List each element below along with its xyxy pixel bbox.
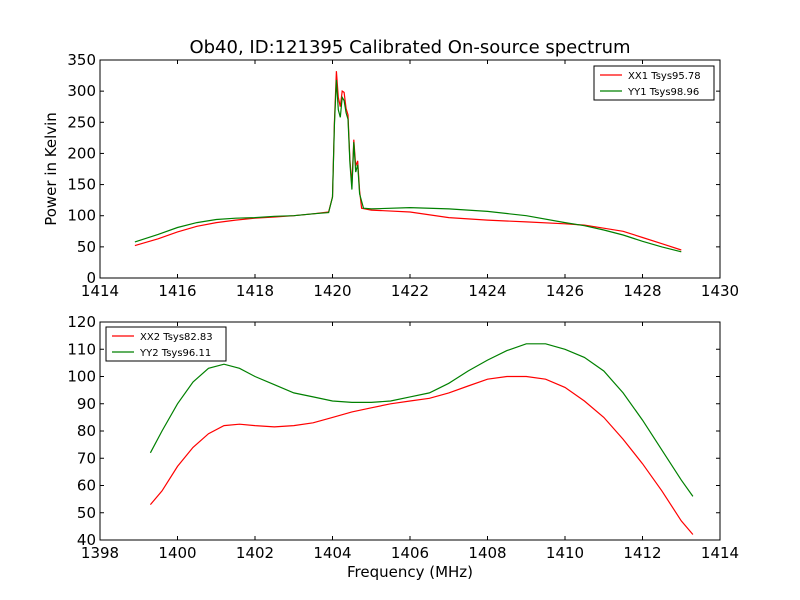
bottom-y-tick-label: 80 — [77, 422, 96, 440]
top-x-tick-label: 1414 — [81, 282, 119, 300]
bottom-panel: Frequency (MHz) 1398 1400 1402 1404 1406 1408… — [67, 313, 739, 581]
bottom-y-tick-label: 70 — [77, 449, 96, 467]
bottom-x-tick-label: 1414 — [701, 544, 739, 562]
top-panel: Power in Kelvin 1414 1416 1418 1420 1422 1424… — [42, 51, 739, 300]
top-x-tick-label: 1422 — [391, 282, 429, 300]
bottom-legend-label-2: YY2 Tsys96.11 — [139, 348, 211, 359]
top-x-tick-label: 1424 — [468, 282, 506, 300]
bottom-series-line-1 — [149, 375, 694, 535]
bottom-y-tick-label: 50 — [77, 504, 96, 522]
bottom-x-tick-label: 1412 — [623, 544, 661, 562]
bottom-legend-label-1: XX2 Tsys82.83 — [140, 332, 213, 343]
top-y-tick-label: 100 — [67, 207, 96, 225]
top-legend-label-1: XX1 Tsys95.78 — [628, 71, 701, 82]
top-y-tick-label: 50 — [77, 238, 96, 256]
bottom-series-line-2 — [149, 343, 694, 497]
bottom-x-tick-label: 1398 — [81, 544, 119, 562]
bottom-y-tick-label: 40 — [77, 531, 96, 549]
bottom-y-tick-label: 110 — [67, 340, 96, 358]
top-series-line-1 — [134, 71, 682, 251]
top-y-tick-label: 350 — [67, 51, 96, 69]
bottom-y-tick-label: 90 — [77, 395, 96, 413]
bottom-y-tick-label: 100 — [67, 368, 96, 386]
bottom-x-axis-label: Frequency (MHz) — [347, 563, 473, 581]
top-y-axis-label: Power in Kelvin — [42, 112, 60, 226]
top-x-tick-label: 1430 — [701, 282, 739, 300]
bottom-legend: XX2 Tsys82.83 YY2 Tsys96.11 — [105, 326, 227, 362]
bottom-x-tick-label: 1410 — [546, 544, 584, 562]
bottom-x-tick-label: 1408 — [468, 544, 506, 562]
top-x-tick-label: 1418 — [236, 282, 274, 300]
top-y-tick-label: 200 — [67, 144, 96, 162]
top-legend-label-2: YY1 Tsys98.96 — [627, 87, 699, 98]
top-y-tick-label: 150 — [67, 176, 96, 194]
bottom-legend-box — [105, 326, 227, 362]
bottom-y-tick-label: 60 — [77, 477, 96, 495]
top-y-tick-label: 250 — [67, 113, 96, 131]
top-legend-box — [593, 65, 715, 101]
bottom-x-tick-label: 1402 — [236, 544, 274, 562]
top-x-tick-label: 1426 — [546, 282, 584, 300]
bottom-y-tick-label: 120 — [67, 313, 96, 331]
bottom-x-tick-label: 1404 — [313, 544, 351, 562]
top-x-tick-label: 1428 — [623, 282, 661, 300]
chart-title: Ob40, ID:121395 Calibrated On-source spe… — [189, 37, 630, 58]
top-x-tick-label: 1416 — [158, 282, 196, 300]
bottom-x-tick-label: 1406 — [391, 544, 429, 562]
top-y-tick-label: 0 — [86, 269, 96, 287]
top-legend: XX1 Tsys95.78 YY1 Tsys98.96 — [593, 65, 715, 101]
top-y-tick-label: 300 — [67, 82, 96, 100]
bottom-x-tick-label: 1400 — [158, 544, 196, 562]
top-series-line-2 — [134, 79, 682, 253]
top-x-tick-label: 1420 — [313, 282, 351, 300]
